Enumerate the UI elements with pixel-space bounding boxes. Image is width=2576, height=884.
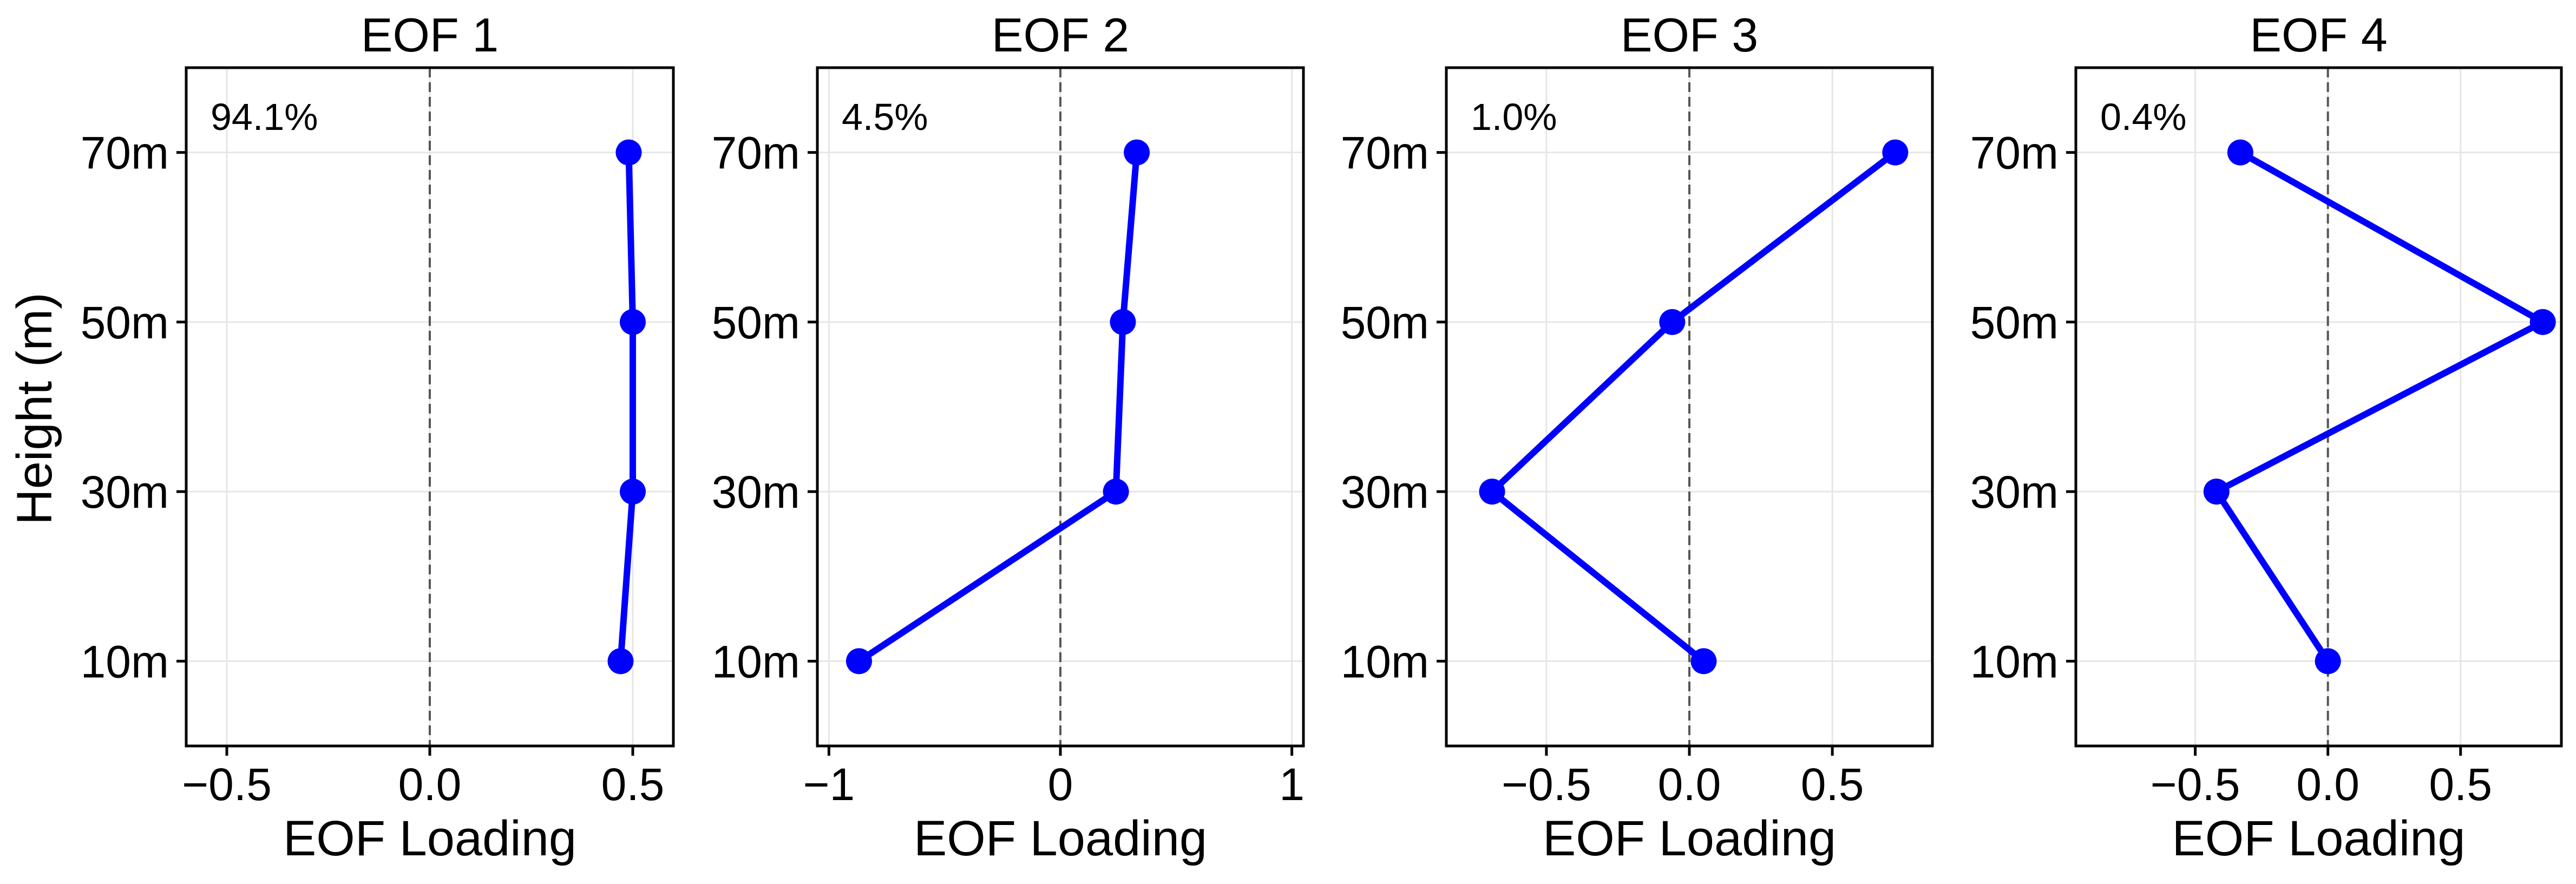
x-axis-label: EOF Loading [283, 811, 576, 866]
axes-frame [2074, 66, 2563, 748]
y-tick-label: 30m [1970, 467, 2059, 518]
series-line [1489, 149, 1899, 665]
eof-panel-4: −0.5 0.0 0.5 10m 30m 50m 70m EOF 4 0.4% EOF Loadi… [1970, 8, 2563, 866]
y-tick-label: 10m [1341, 636, 1429, 687]
variance-annotation: 1.0% [1471, 96, 1557, 138]
eof-panels: −0.5 0.0 0.5 10m 30m 50m 70m EOF 1 94.1% EOF Load… [81, 8, 2563, 866]
data-point [607, 648, 634, 675]
x-tick-label: 0 [1048, 759, 1073, 810]
x-axis-label: EOF Loading [914, 811, 1207, 866]
x-tick-label: 1 [1279, 759, 1305, 810]
eof-panel-1: −0.5 0.0 0.5 10m 30m 50m 70m EOF 1 94.1% EOF Load… [81, 8, 675, 866]
y-tick-label: 50m [81, 297, 169, 348]
data-point [2227, 139, 2253, 166]
panel-title: EOF 4 [2250, 8, 2387, 62]
data-point [845, 648, 872, 675]
figure-ylabel: Height (m) [7, 292, 62, 525]
y-tick-label: 70m [712, 128, 800, 179]
x-tick-label: 0.0 [2296, 759, 2359, 810]
variance-annotation: 94.1% [211, 96, 318, 138]
x-axis-label: EOF Loading [1543, 811, 1836, 866]
y-tick-label: 30m [81, 467, 169, 518]
variance-annotation: 0.4% [2100, 96, 2187, 138]
panel-title: EOF 2 [992, 8, 1129, 62]
data-point [620, 309, 646, 335]
data-point [1690, 648, 1717, 675]
x-tick-label: 0.5 [1801, 759, 1864, 810]
variance-annotation: 4.5% [842, 96, 928, 138]
y-tick-label: 10m [712, 636, 800, 687]
panel-title: EOF 3 [1621, 8, 1758, 62]
eof-panel-2: −1 0 1 10m 30m 50m 70m EOF 2 4.5% EOF Loading [712, 8, 1305, 866]
data-point [1479, 479, 1505, 505]
data-point [1110, 309, 1136, 335]
y-tick-label: 70m [81, 128, 169, 179]
x-axis-label: EOF Loading [2172, 811, 2465, 866]
x-tick-label: 0.5 [601, 759, 665, 810]
x-tick-label: −0.5 [1502, 759, 1591, 810]
y-tick-label: 70m [1970, 128, 2059, 179]
data-point [2203, 479, 2230, 505]
y-tick-label: 30m [1341, 467, 1429, 518]
x-tick-label: −0.5 [2151, 759, 2240, 810]
series-line [617, 149, 636, 665]
eof-panel-3: −0.5 0.0 0.5 10m 30m 50m 70m EOF 3 1.0% EOF Loadi… [1341, 8, 1934, 866]
data-point [2529, 309, 2556, 335]
data-point [620, 479, 646, 505]
x-tick-label: −1 [803, 759, 855, 810]
x-tick-label: 0.5 [2429, 759, 2492, 810]
y-tick-label: 50m [1341, 297, 1429, 348]
y-tick-label: 50m [712, 297, 800, 348]
series-line [2213, 149, 2546, 665]
y-tick-label: 70m [1341, 128, 1429, 179]
x-tick-label: −0.5 [182, 759, 272, 810]
data-point [1659, 309, 1686, 335]
y-tick-label: 30m [712, 467, 800, 518]
data-point [1103, 479, 1129, 505]
data-point [1882, 139, 1909, 166]
data-point [2315, 648, 2341, 675]
y-tick-label: 50m [1970, 297, 2059, 348]
y-tick-label: 10m [81, 636, 169, 687]
data-point [1124, 139, 1150, 166]
y-tick-label: 10m [1970, 636, 2059, 687]
x-tick-label: 0.0 [398, 759, 462, 810]
data-point [615, 139, 642, 166]
series-line [856, 149, 1140, 665]
x-tick-label: 0.0 [1658, 759, 1721, 810]
panel-title: EOF 1 [361, 8, 499, 62]
